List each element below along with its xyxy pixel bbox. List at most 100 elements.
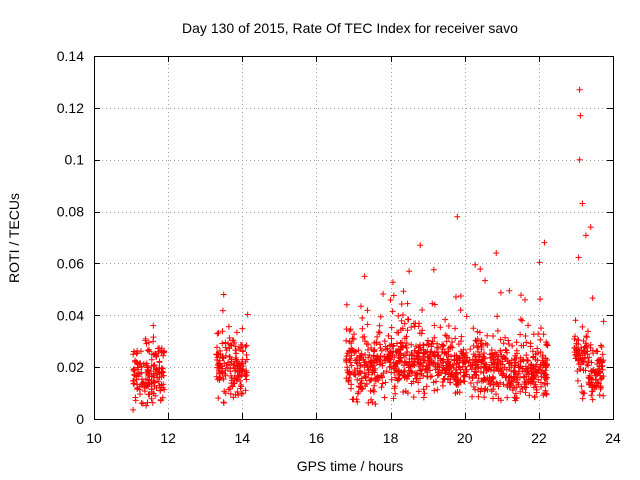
data-point <box>371 346 378 353</box>
data-point <box>404 371 411 378</box>
data-point <box>134 364 141 371</box>
data-point <box>377 345 384 352</box>
data-point <box>376 329 383 336</box>
data-point <box>402 359 409 366</box>
data-point <box>222 390 229 397</box>
y-tick-label: 0.04 <box>57 307 84 323</box>
y-tick-label: 0.1 <box>65 152 85 168</box>
data-point <box>597 358 604 365</box>
data-point <box>225 323 232 330</box>
data-point <box>429 300 436 307</box>
data-point <box>509 342 516 349</box>
data-point <box>540 331 547 338</box>
data-point <box>473 338 480 345</box>
data-point <box>215 395 222 402</box>
data-point <box>594 348 601 355</box>
data-point <box>467 346 474 353</box>
data-point <box>541 390 548 397</box>
data-point <box>469 375 476 382</box>
data-point <box>522 296 529 303</box>
data-point <box>390 292 397 299</box>
data-point <box>399 312 406 319</box>
data-point <box>523 384 530 391</box>
y-tick-label: 0.08 <box>57 204 84 220</box>
data-point <box>372 355 379 362</box>
data-point <box>515 370 522 377</box>
data-point <box>363 381 370 388</box>
data-point <box>527 340 534 347</box>
data-point <box>142 335 149 342</box>
data-point <box>572 333 579 340</box>
data-point <box>356 355 363 362</box>
data-point <box>228 358 235 365</box>
data-point <box>589 347 596 354</box>
data-point <box>478 359 485 366</box>
data-point <box>530 354 537 361</box>
data-point <box>377 359 384 366</box>
data-point <box>467 379 474 386</box>
data-point <box>238 360 245 367</box>
data-point <box>544 341 551 348</box>
data-point <box>476 329 483 336</box>
data-point <box>364 321 371 328</box>
data-point <box>452 293 459 300</box>
data-point <box>414 371 421 378</box>
data-point <box>361 338 368 345</box>
data-point <box>215 351 222 358</box>
data-point <box>378 384 385 391</box>
x-tick-label: 16 <box>309 430 325 446</box>
x-tick-label: 24 <box>605 430 621 446</box>
data-point <box>152 367 159 374</box>
data-point <box>600 392 607 399</box>
data-point <box>488 388 495 395</box>
data-point <box>366 352 373 359</box>
data-point <box>534 357 541 364</box>
data-point <box>398 317 405 324</box>
data-point <box>416 330 423 337</box>
data-point <box>434 366 441 373</box>
data-point <box>149 399 156 406</box>
data-point <box>239 367 246 374</box>
data-point <box>524 379 531 386</box>
data-point <box>465 359 472 366</box>
data-point <box>469 356 476 363</box>
data-point <box>452 335 459 342</box>
data-point <box>145 366 152 373</box>
data-point <box>404 390 411 397</box>
data-point <box>424 353 431 360</box>
data-point <box>230 362 237 369</box>
data-point <box>398 301 405 308</box>
data-point <box>525 322 532 329</box>
data-point <box>403 340 410 347</box>
data-point <box>387 356 394 363</box>
data-point <box>499 371 506 378</box>
data-point <box>445 348 452 355</box>
data-point <box>435 344 442 351</box>
data-point <box>397 351 404 358</box>
data-point <box>523 352 530 359</box>
data-point <box>237 377 244 384</box>
data-point <box>589 376 596 383</box>
data-point <box>457 307 464 314</box>
data-point <box>350 370 357 377</box>
data-point <box>388 376 395 383</box>
data-point <box>505 377 512 384</box>
data-point <box>134 386 141 393</box>
data-point <box>572 317 579 324</box>
data-point <box>472 365 479 372</box>
data-point <box>130 348 137 355</box>
data-point <box>230 394 237 401</box>
data-point <box>522 333 529 340</box>
data-point <box>367 363 374 370</box>
data-point <box>495 360 502 367</box>
data-point <box>454 376 461 383</box>
data-point <box>377 313 384 320</box>
data-point <box>447 344 454 351</box>
data-point <box>382 379 389 386</box>
data-point <box>233 329 240 336</box>
data-point <box>428 359 435 366</box>
data-point <box>231 365 238 372</box>
data-point <box>533 386 540 393</box>
data-point <box>513 350 520 357</box>
